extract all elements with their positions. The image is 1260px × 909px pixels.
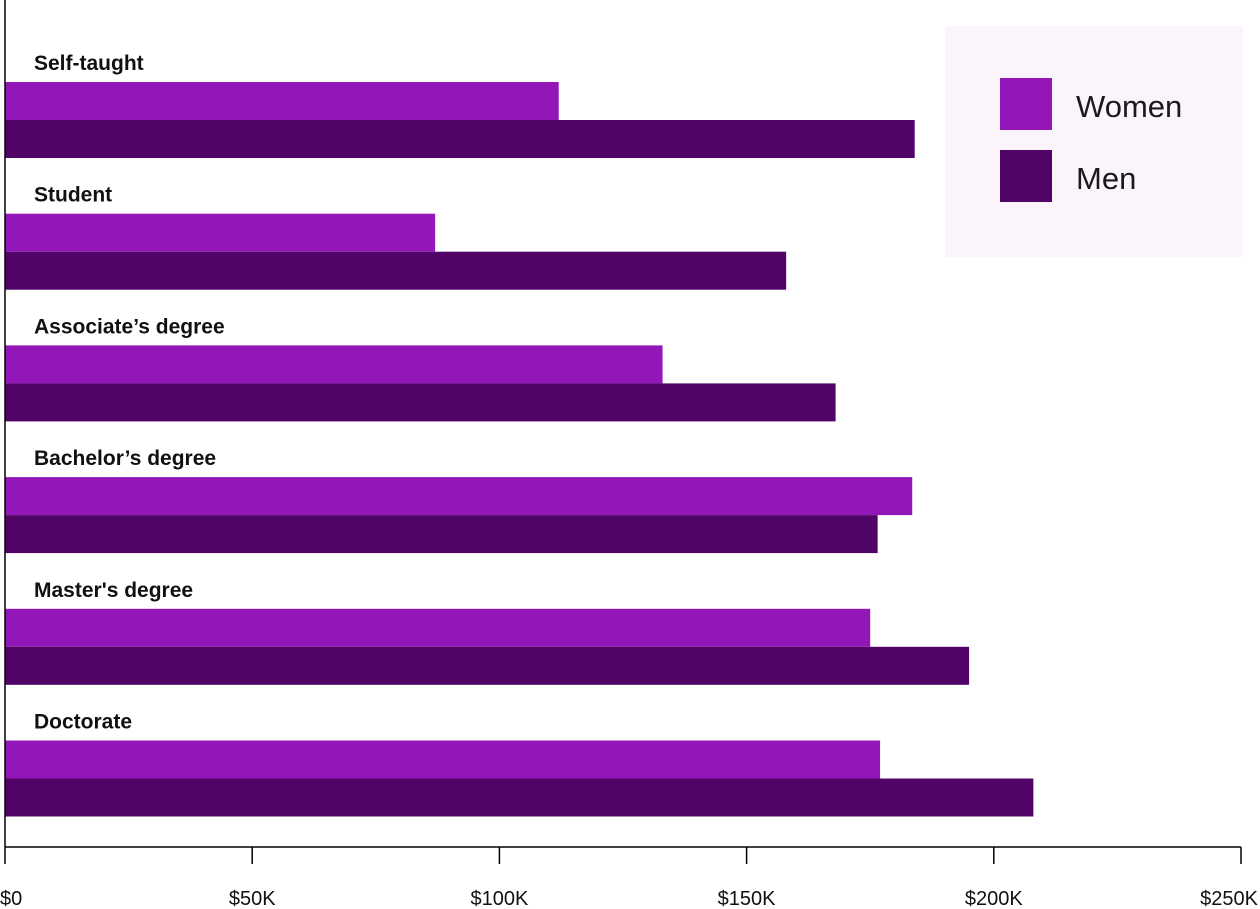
x-tick-label: $100K <box>470 888 528 909</box>
x-tick-label: $150K <box>718 888 776 909</box>
bar-men-master-s-degree <box>5 646 970 685</box>
x-tick-label: $0 <box>0 888 22 909</box>
category-label-doctorate: Doctorate <box>34 711 132 734</box>
x-tick-label: $50K <box>229 888 276 909</box>
bar-men-bachelor-s-degree <box>5 515 878 554</box>
x-tick-label: $250K <box>1200 888 1258 909</box>
category-label-bachelor-s-degree: Bachelor’s degree <box>34 447 216 470</box>
bar-men-doctorate <box>5 778 1034 817</box>
legend-background <box>945 26 1243 257</box>
legend-label-men: Men <box>1076 161 1136 196</box>
bar-men-student <box>5 251 787 290</box>
axes <box>4 0 1241 848</box>
bar-women-student <box>5 213 436 252</box>
bar-women-bachelor-s-degree <box>5 477 913 516</box>
category-label-self-taught: Self-taught <box>34 52 144 75</box>
category-label-student: Student <box>34 184 112 207</box>
category-labels: Self-taught Student Associate’s degree Bach… <box>34 52 225 734</box>
legend: Women Men <box>945 26 1243 257</box>
bar-women-master-s-degree <box>5 608 871 647</box>
category-label-master-s-degree: Master's degree <box>34 579 193 602</box>
bars-group <box>5 82 1034 817</box>
x-tick-label: $200K <box>965 888 1023 909</box>
bar-men-self-taught <box>5 120 915 158</box>
x-ticks: $0 $50K $100K $150K $200K $250K <box>0 847 1259 909</box>
legend-swatch-men <box>1000 150 1052 202</box>
bar-men-associate-s-degree <box>5 383 836 422</box>
category-label-associate-s-degree: Associate’s degree <box>34 315 225 338</box>
legend-label-women: Women <box>1076 89 1182 124</box>
bar-women-doctorate <box>5 740 881 779</box>
bar-women-self-taught <box>5 82 559 120</box>
bar-women-associate-s-degree <box>5 345 663 384</box>
legend-swatch-women <box>1000 78 1052 130</box>
